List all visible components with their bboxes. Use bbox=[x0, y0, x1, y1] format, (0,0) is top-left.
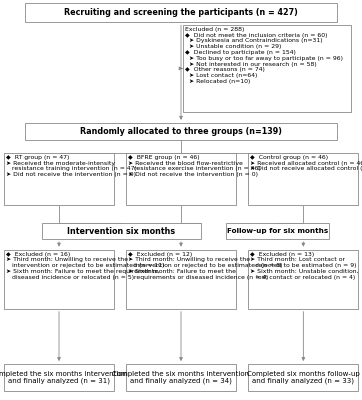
FancyBboxPatch shape bbox=[248, 364, 358, 391]
Text: ◆  Excluded (n = 16)
➤ Third month: Unwilling to receive the
   intervention or : ◆ Excluded (n = 16) ➤ Third month: Unwil… bbox=[6, 252, 164, 280]
FancyBboxPatch shape bbox=[126, 153, 236, 205]
FancyBboxPatch shape bbox=[25, 3, 337, 22]
Text: ◆  Excluded (n = 12)
➤ Third month: Unwilling to receive the
   intervention or : ◆ Excluded (n = 12) ➤ Third month: Unwil… bbox=[128, 252, 283, 280]
FancyBboxPatch shape bbox=[4, 250, 114, 309]
FancyBboxPatch shape bbox=[248, 250, 358, 309]
Text: Completed the six months intervention
and finally analyzed (n = 31): Completed the six months intervention an… bbox=[0, 371, 127, 384]
Text: Recruiting and screening the participants (n = 427): Recruiting and screening the participant… bbox=[64, 8, 298, 17]
Text: Completed six months follow-up
and finally analyzed (n = 33): Completed six months follow-up and final… bbox=[247, 371, 360, 384]
FancyBboxPatch shape bbox=[25, 123, 337, 140]
Text: ◆  BFRE group (n = 46)
➤ Received the blood flow-restrictive
   resistance exerc: ◆ BFRE group (n = 46) ➤ Received the blo… bbox=[128, 155, 261, 177]
FancyBboxPatch shape bbox=[126, 250, 236, 309]
Text: ◆  Excluded (n = 13)
➤ Third month: Lost contact or
   rejected to be estimated : ◆ Excluded (n = 13) ➤ Third month: Lost … bbox=[250, 252, 359, 280]
FancyBboxPatch shape bbox=[42, 223, 201, 239]
Text: Follow-up for six months: Follow-up for six months bbox=[227, 228, 328, 234]
Text: Completed the six months intervention
and finally analyzed (n = 34): Completed the six months intervention an… bbox=[113, 371, 249, 384]
Text: Intervention six months: Intervention six months bbox=[67, 227, 175, 236]
FancyBboxPatch shape bbox=[4, 364, 114, 391]
Text: ◆  RT group (n = 47)
➤ Received the moderate-intensity
   resistance training in: ◆ RT group (n = 47) ➤ Received the moder… bbox=[6, 155, 137, 177]
FancyBboxPatch shape bbox=[248, 153, 358, 205]
FancyBboxPatch shape bbox=[183, 25, 351, 112]
Text: ◆  Control group (n = 46)
➤ Received allocated control (n = 46)
➤ Did not receiv: ◆ Control group (n = 46) ➤ Received allo… bbox=[250, 155, 362, 171]
FancyBboxPatch shape bbox=[126, 364, 236, 391]
Text: Excluded (n = 288)
◆  Did not meet the inclusion criteria (n = 60)
  ➤ Dyskinesi: Excluded (n = 288) ◆ Did not meet the in… bbox=[185, 27, 343, 84]
Text: Randomly allocated to three groups (n=139): Randomly allocated to three groups (n=13… bbox=[80, 127, 282, 136]
FancyBboxPatch shape bbox=[4, 153, 114, 205]
FancyBboxPatch shape bbox=[226, 223, 329, 239]
